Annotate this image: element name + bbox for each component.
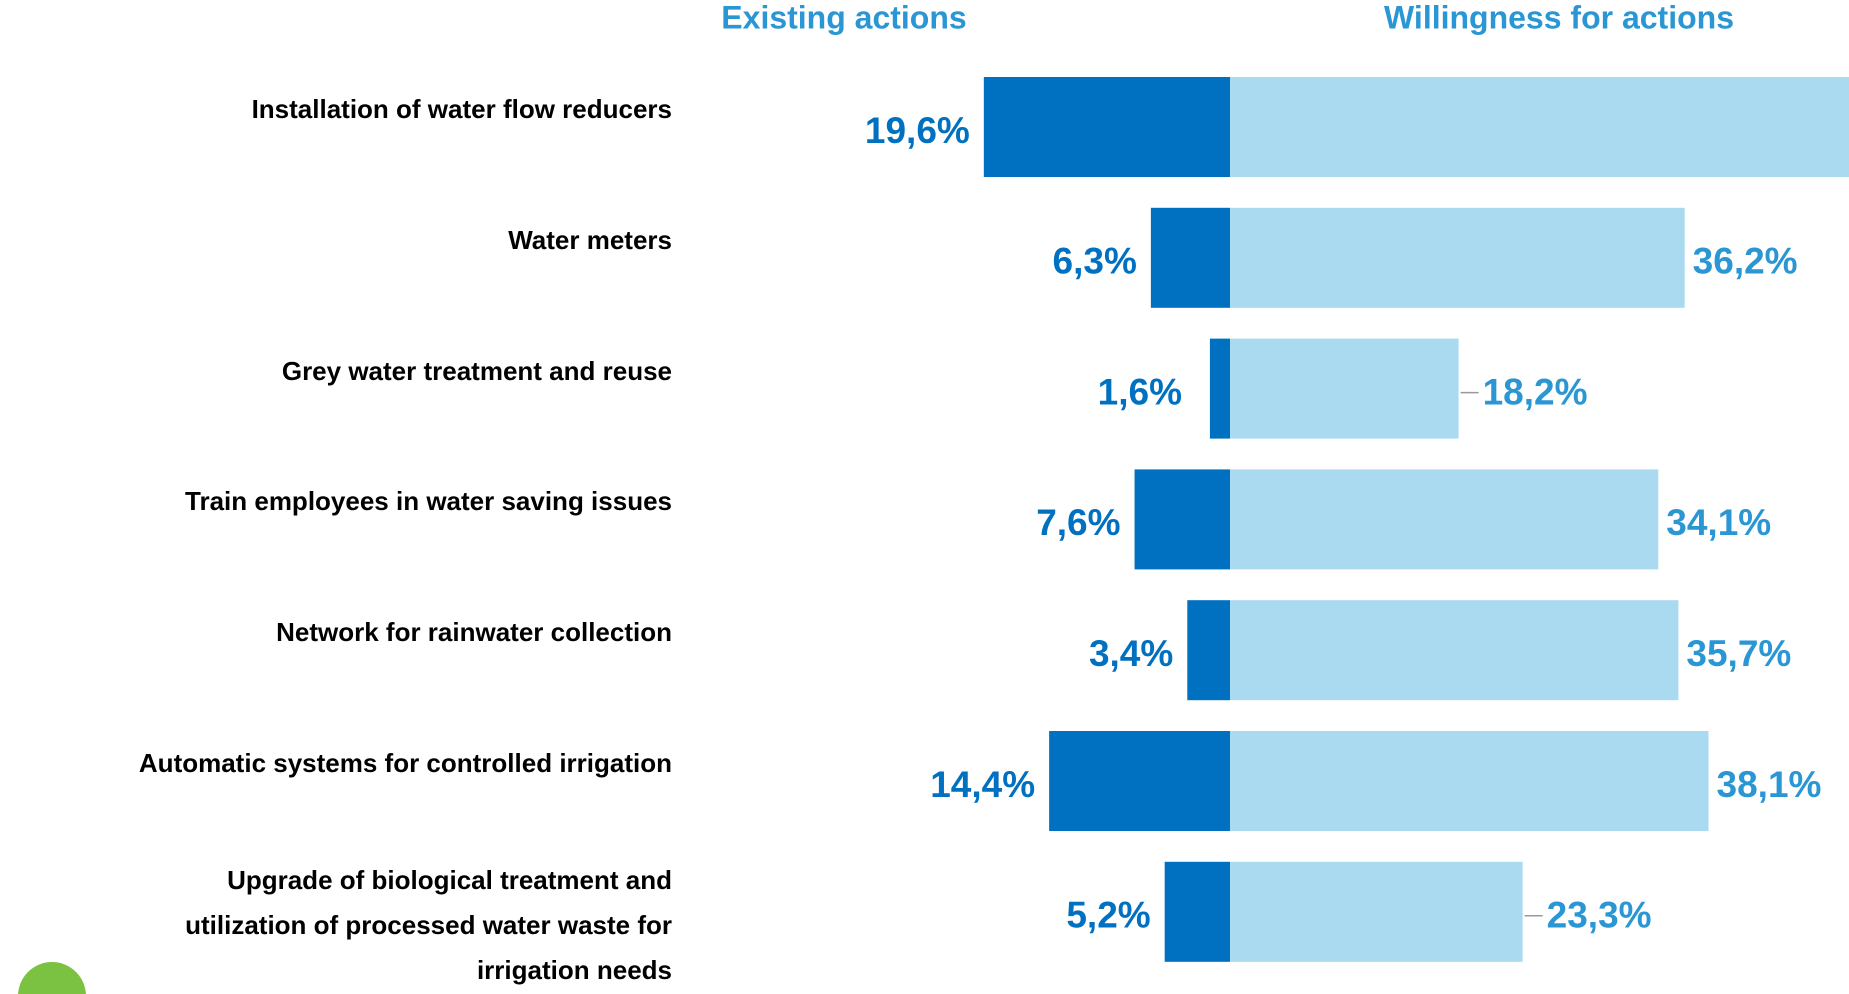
- bar: [1230, 469, 1659, 570]
- bar: [1150, 207, 1230, 308]
- category-label: Network for rainwater collection: [276, 617, 672, 648]
- value-label: 14,4%: [930, 764, 1035, 805]
- series-header: Existing actions: [721, 0, 966, 35]
- value-label: 38,1%: [1717, 764, 1822, 805]
- value-label: 36,2%: [1693, 241, 1798, 282]
- value-label: 3,4%: [1089, 633, 1173, 674]
- value-label: 35,7%: [1686, 633, 1791, 674]
- bar: [1049, 731, 1230, 831]
- bar: [1230, 861, 1523, 962]
- bar: [1134, 469, 1230, 570]
- bar: [1164, 861, 1230, 962]
- value-label: 23,3%: [1547, 895, 1652, 936]
- bar: [1187, 600, 1230, 701]
- value-label: 6,3%: [1053, 241, 1137, 282]
- category-label: Automatic systems for controlled irrigat…: [138, 748, 672, 778]
- decor-circle: [18, 962, 86, 994]
- category-label: Installation of water flow reducers: [251, 94, 672, 124]
- category-label: Upgrade of biological treatment and util…: [185, 864, 672, 985]
- category-label: Water meters: [508, 224, 672, 255]
- bar: [1230, 77, 1849, 177]
- value-label: 5,2%: [1066, 895, 1150, 936]
- bar: [1209, 338, 1230, 439]
- bar: [1230, 207, 1685, 308]
- value-label: 7,6%: [1036, 502, 1120, 543]
- category-label: Train employees in water saving issues: [185, 486, 672, 517]
- bar: [1230, 600, 1679, 701]
- value-label: 19,6%: [865, 110, 970, 151]
- value-label: 34,1%: [1666, 502, 1771, 543]
- value-label: 18,2%: [1483, 371, 1588, 412]
- series-header: Willingness for actions: [1384, 0, 1734, 35]
- value-label: 1,6%: [1098, 371, 1182, 412]
- bar: [1230, 731, 1709, 831]
- category-label: Grey water treatment and reuse: [281, 355, 672, 386]
- bar: [983, 77, 1230, 177]
- bar: [1230, 338, 1459, 439]
